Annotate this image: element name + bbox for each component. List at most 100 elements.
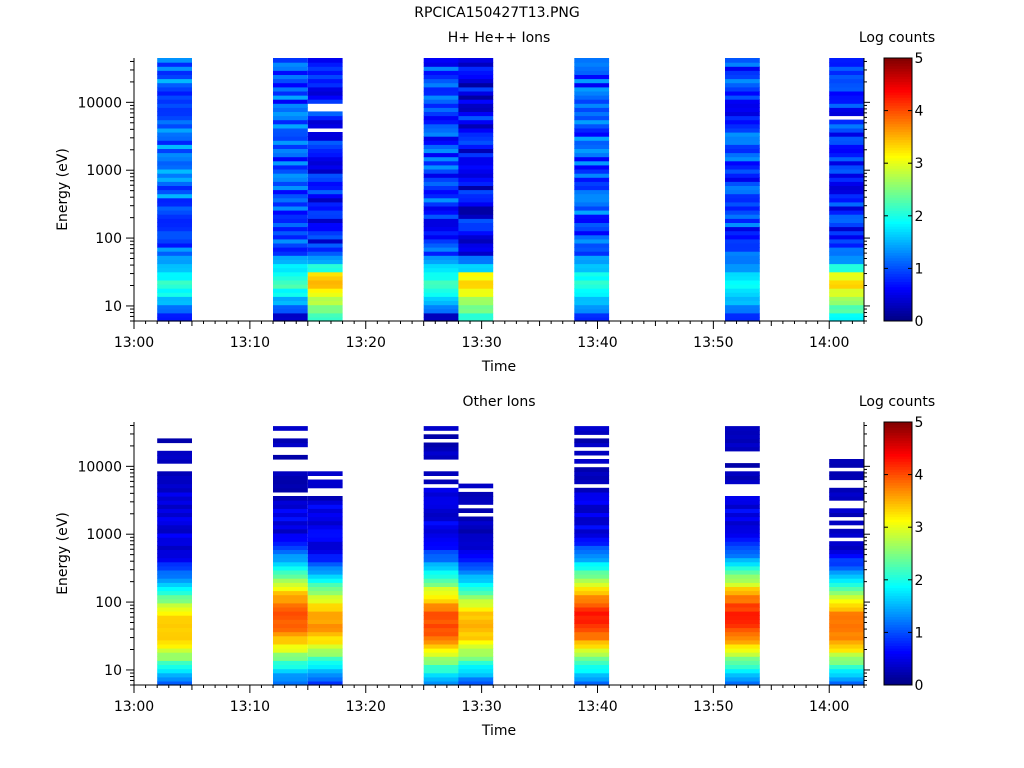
energy-bin — [458, 74, 494, 80]
energy-bin — [458, 197, 494, 203]
data-column — [458, 483, 494, 686]
energy-bin — [725, 434, 760, 439]
energy-bin — [423, 524, 459, 530]
colorbar-swatch — [884, 265, 912, 269]
energy-bin — [725, 598, 760, 604]
energy-bin — [458, 545, 494, 550]
energy-bin — [273, 512, 308, 518]
energy-bin — [574, 66, 610, 71]
colorbar-swatch — [884, 107, 912, 111]
energy-bin — [307, 569, 343, 575]
energy-bin — [157, 58, 192, 63]
energy-bin — [725, 582, 760, 587]
energy-bin — [307, 288, 343, 293]
energy-bin — [307, 652, 343, 657]
energy-bin — [157, 672, 192, 678]
colorbar-swatch — [884, 437, 912, 441]
energy-bin — [458, 275, 494, 281]
energy-bin — [829, 205, 864, 211]
energy-bin — [307, 132, 343, 137]
energy-bin — [157, 222, 192, 228]
energy-bin — [423, 119, 459, 125]
energy-bin — [725, 304, 760, 310]
energy-bin — [307, 111, 343, 117]
energy-bin — [157, 234, 192, 240]
colorbar-swatch — [884, 68, 912, 72]
energy-bin — [458, 500, 494, 505]
energy-bin — [423, 446, 459, 452]
energy-bin — [458, 226, 494, 232]
energy-bin — [829, 279, 864, 285]
colorbar-swatch — [884, 168, 912, 172]
energy-bin — [829, 82, 864, 88]
energy-bin — [829, 680, 864, 686]
energy-bin — [829, 308, 864, 314]
energy-bin — [307, 643, 343, 649]
energy-bin — [273, 132, 308, 137]
energy-bin — [157, 242, 192, 248]
y-tick-label: 100 — [95, 595, 122, 611]
colorbar-swatch — [884, 514, 912, 518]
colorbar-swatch — [884, 236, 912, 240]
energy-bin — [458, 185, 494, 191]
energy-bin — [307, 292, 343, 297]
energy-bin — [307, 247, 343, 252]
colorbar-swatch — [884, 663, 912, 667]
energy-bin — [458, 259, 494, 265]
colorbar-swatch — [884, 92, 912, 96]
colorbar-swatch — [884, 464, 912, 468]
energy-bin — [829, 193, 864, 199]
energy-bin — [273, 520, 308, 526]
energy-bin — [574, 288, 610, 293]
colorbar-tick-label: 2 — [915, 209, 924, 225]
energy-bin — [273, 148, 308, 154]
colorbar-swatch — [884, 302, 912, 306]
energy-bin — [829, 487, 864, 493]
energy-bin — [458, 664, 494, 670]
energy-bin — [423, 426, 459, 431]
energy-bin — [829, 668, 864, 674]
energy-bin — [273, 565, 308, 571]
colorbar-swatch — [884, 553, 912, 557]
colorbar-swatch — [884, 292, 912, 296]
energy-bin — [725, 574, 760, 579]
colorbar-swatch — [884, 629, 912, 633]
colorbar-swatch — [884, 284, 912, 288]
energy-bin — [725, 95, 760, 100]
energy-bin — [157, 520, 192, 526]
energy-bin — [307, 660, 343, 665]
energy-bin — [458, 144, 494, 149]
energy-bin — [273, 652, 308, 657]
energy-bin — [273, 66, 308, 71]
colorbar-swatch — [884, 289, 912, 293]
energy-bin — [574, 442, 610, 448]
energy-bin — [157, 483, 192, 489]
colorbar-swatch — [884, 574, 912, 578]
energy-bin — [574, 635, 610, 641]
colorbar-swatch — [884, 458, 912, 462]
energy-bin — [725, 586, 760, 592]
data-column — [574, 426, 610, 686]
energy-bin — [273, 316, 308, 322]
data-column — [273, 58, 308, 322]
energy-bin — [574, 119, 610, 125]
energy-bin — [157, 582, 192, 587]
energy-bin — [157, 459, 192, 464]
energy-bin — [458, 292, 494, 297]
y-tick-label: 100 — [95, 231, 122, 247]
energy-bin — [725, 627, 760, 633]
energy-bin — [829, 578, 864, 583]
energy-bin — [458, 242, 494, 248]
energy-bin — [307, 619, 343, 624]
energy-bin — [458, 582, 494, 587]
colorbar-swatch — [884, 587, 912, 591]
energy-bin — [725, 631, 760, 637]
energy-bin — [574, 426, 610, 431]
energy-bin — [157, 90, 192, 96]
colorbar-swatch — [884, 482, 912, 486]
energy-bin — [458, 205, 494, 211]
energy-bin — [574, 676, 610, 682]
colorbar-swatch — [884, 278, 912, 282]
energy-bin — [829, 611, 864, 616]
energy-bin — [725, 496, 760, 501]
